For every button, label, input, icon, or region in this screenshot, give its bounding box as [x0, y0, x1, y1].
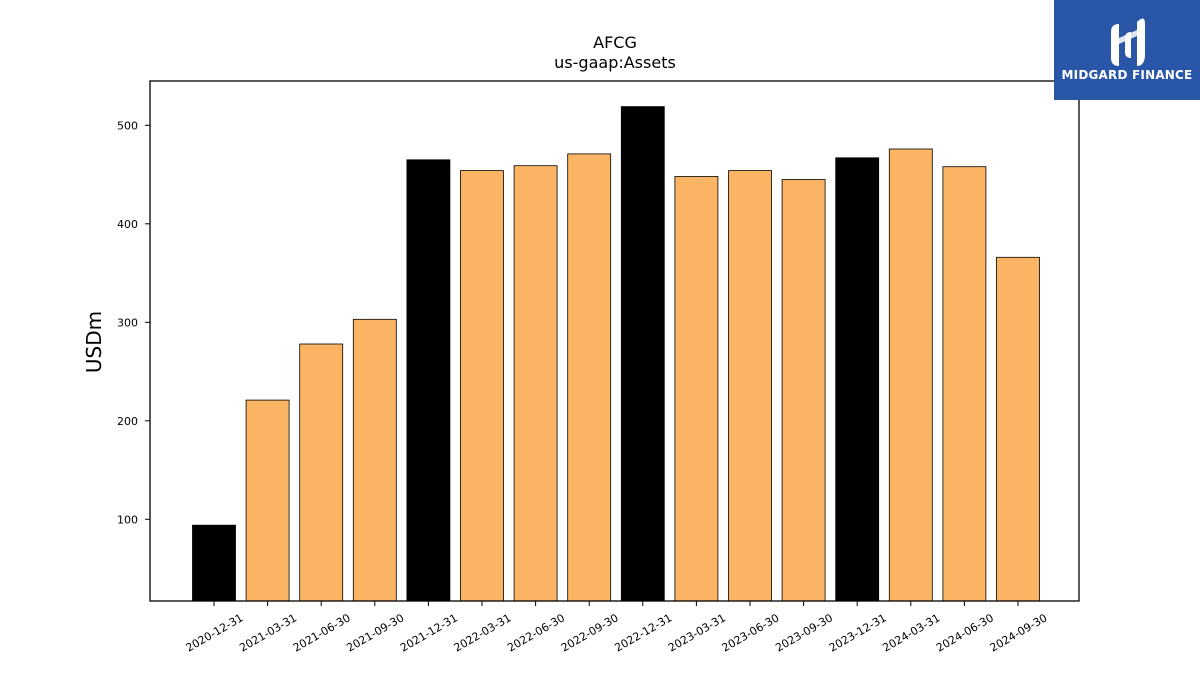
y-tick-label: 500 [117, 119, 138, 132]
bar-2022-09-30 [567, 153, 612, 602]
bar-2024-06-30 [942, 166, 987, 602]
x-tick-label: 2024-03-31 [880, 611, 942, 654]
bar-2023-06-30 [728, 170, 772, 602]
x-tick-label: 2021-12-31 [398, 611, 460, 654]
y-axis-label: USDm [82, 311, 106, 373]
x-tick-label: 2020-12-31 [184, 611, 246, 654]
bar-2023-12-31 [835, 157, 880, 602]
midgard-logo-icon [1111, 18, 1145, 67]
x-tick-label: 2022-06-30 [505, 611, 567, 654]
x-ticks-group: 2020-12-312021-03-312021-06-302021-09-30… [184, 601, 1050, 655]
y-ticks-group: 100 200 300 400 500 [117, 119, 150, 526]
bars-group [192, 106, 1040, 602]
x-tick-label: 2022-09-30 [559, 611, 621, 654]
bar-2024-03-31 [888, 148, 933, 602]
x-tick-label: 2024-06-30 [934, 611, 996, 654]
x-tick-label: 2021-03-31 [237, 611, 299, 654]
x-tick-label: 2023-03-31 [666, 611, 728, 654]
bar-2020-12-31 [192, 524, 236, 602]
bar-2021-09-30 [352, 318, 397, 602]
y-tick-label: 300 [117, 316, 138, 329]
bar-2021-12-31 [406, 159, 451, 602]
bar-2022-06-30 [513, 165, 558, 602]
logo-text: MIDGARD FINANCE [1061, 68, 1193, 82]
bar-2022-03-31 [460, 170, 504, 602]
chart-subtitle: us-gaap:Assets [554, 53, 676, 72]
bar-2021-06-30 [299, 343, 344, 602]
x-tick-label: 2022-12-31 [612, 611, 674, 654]
x-tick-label: 2021-09-30 [344, 611, 406, 654]
x-tick-label: 2023-09-30 [773, 611, 835, 654]
chart-title: AFCG [593, 33, 637, 52]
bar-2021-03-31 [245, 399, 290, 602]
y-tick-label: 200 [117, 415, 138, 428]
x-tick-label: 2024-09-30 [988, 611, 1050, 654]
x-tick-label: 2022-03-31 [452, 611, 514, 654]
bar-2023-03-31 [674, 176, 719, 602]
x-tick-label: 2023-12-31 [827, 611, 889, 654]
plot-frame [149, 80, 1080, 602]
x-tick-label: 2023-06-30 [720, 611, 782, 654]
bar-2022-12-31 [620, 106, 665, 602]
midgard-finance-logo: MIDGARD FINANCE [1054, 0, 1200, 100]
y-tick-label: 100 [117, 513, 138, 526]
y-tick-label: 400 [117, 218, 138, 231]
bar-2024-09-30 [996, 256, 1040, 602]
bar-2023-09-30 [781, 179, 826, 602]
x-tick-label: 2021-06-30 [291, 611, 353, 654]
